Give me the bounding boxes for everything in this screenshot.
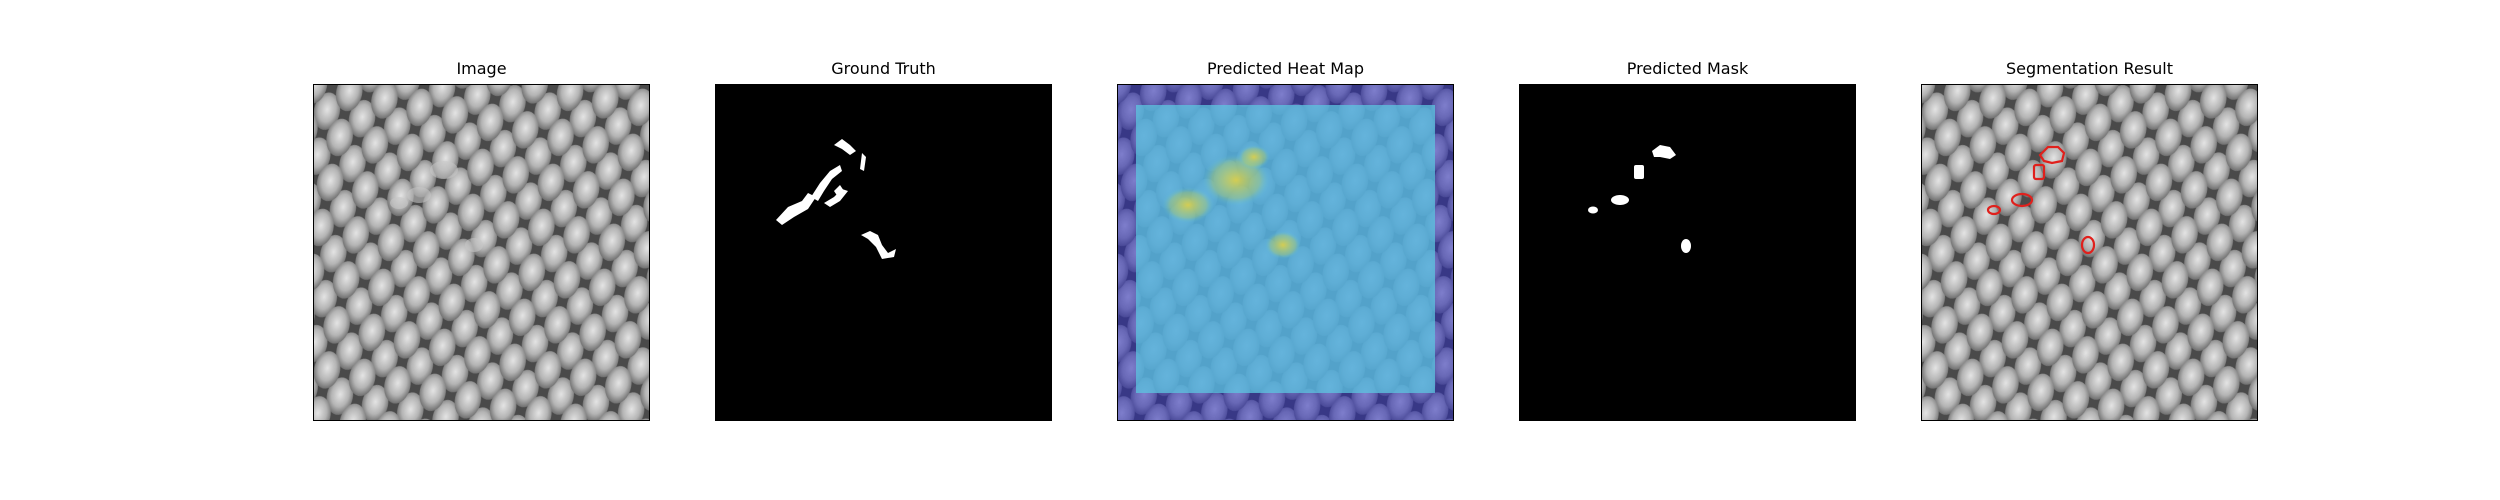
panel-title: Segmentation Result: [2006, 59, 2173, 78]
mesh-texture-image: [314, 85, 649, 420]
image-frame: [313, 84, 650, 421]
heatmap-hotspots: [1162, 145, 1301, 259]
segmentation-result: [1922, 85, 2257, 420]
panel-predicted-mask: Predicted Mask: [1519, 58, 1856, 421]
defect-blemishes: [390, 161, 483, 252]
panel-segmentation-result: Segmentation Result: [1921, 58, 2258, 421]
predicted-regions: [1588, 145, 1691, 253]
panel-image: Image: [313, 58, 650, 421]
heat-map-frame: [1117, 84, 1454, 421]
predicted-heat-map: [1118, 85, 1453, 420]
segmentation-frame: [1921, 84, 2258, 421]
panel-title: Ground Truth: [831, 59, 936, 78]
ground-truth-frame: [715, 84, 1052, 421]
panel-title: Image: [456, 59, 507, 78]
panel-title: Predicted Heat Map: [1207, 59, 1364, 78]
predicted-mask-frame: [1519, 84, 1856, 421]
panel-heat-map: Predicted Heat Map: [1117, 58, 1454, 421]
ground-truth-mask: [716, 85, 1051, 420]
segmentation-contours: [1986, 145, 2096, 255]
ground-truth-regions: [776, 139, 896, 259]
panel-ground-truth: Ground Truth: [715, 58, 1052, 421]
predicted-mask: [1520, 85, 1855, 420]
panel-title: Predicted Mask: [1626, 59, 1749, 78]
